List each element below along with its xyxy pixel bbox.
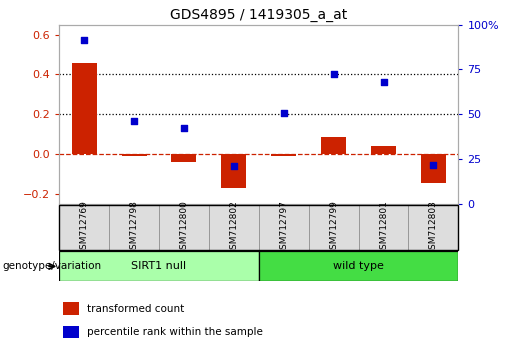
Bar xyxy=(122,154,147,156)
Bar xyxy=(59,205,109,250)
Text: GSM712801: GSM712801 xyxy=(379,200,388,255)
Point xyxy=(80,37,88,42)
Text: GSM712799: GSM712799 xyxy=(329,200,338,255)
Bar xyxy=(358,205,408,250)
Bar xyxy=(63,302,79,315)
Text: transformed count: transformed count xyxy=(87,304,184,314)
Text: genotype/variation: genotype/variation xyxy=(3,261,101,272)
Bar xyxy=(159,205,209,250)
Point xyxy=(230,164,238,169)
Bar xyxy=(171,154,196,162)
Point xyxy=(180,126,188,131)
Bar xyxy=(321,137,346,154)
Text: SIRT1 null: SIRT1 null xyxy=(131,261,186,272)
Bar xyxy=(63,326,79,338)
Point xyxy=(130,118,138,124)
Bar xyxy=(259,205,308,250)
Bar xyxy=(371,146,396,154)
Text: GSM712803: GSM712803 xyxy=(429,200,438,255)
Point xyxy=(380,79,388,85)
Title: GDS4895 / 1419305_a_at: GDS4895 / 1419305_a_at xyxy=(170,8,348,22)
Bar xyxy=(109,205,159,250)
Point xyxy=(330,71,338,77)
Bar xyxy=(259,251,458,281)
Bar xyxy=(59,251,259,281)
Bar xyxy=(221,154,246,188)
Point xyxy=(280,110,288,115)
Text: wild type: wild type xyxy=(333,261,384,272)
Point xyxy=(430,162,438,168)
Bar xyxy=(421,154,446,183)
Text: GSM712800: GSM712800 xyxy=(179,200,188,255)
Bar xyxy=(308,205,358,250)
Text: GSM712798: GSM712798 xyxy=(130,200,139,255)
Bar xyxy=(408,205,458,250)
Bar xyxy=(72,63,97,154)
Text: GSM712769: GSM712769 xyxy=(80,200,89,255)
Text: GSM712802: GSM712802 xyxy=(229,200,238,255)
Bar xyxy=(271,154,296,156)
Text: GSM712797: GSM712797 xyxy=(279,200,288,255)
Bar xyxy=(209,205,259,250)
Text: percentile rank within the sample: percentile rank within the sample xyxy=(87,327,263,337)
